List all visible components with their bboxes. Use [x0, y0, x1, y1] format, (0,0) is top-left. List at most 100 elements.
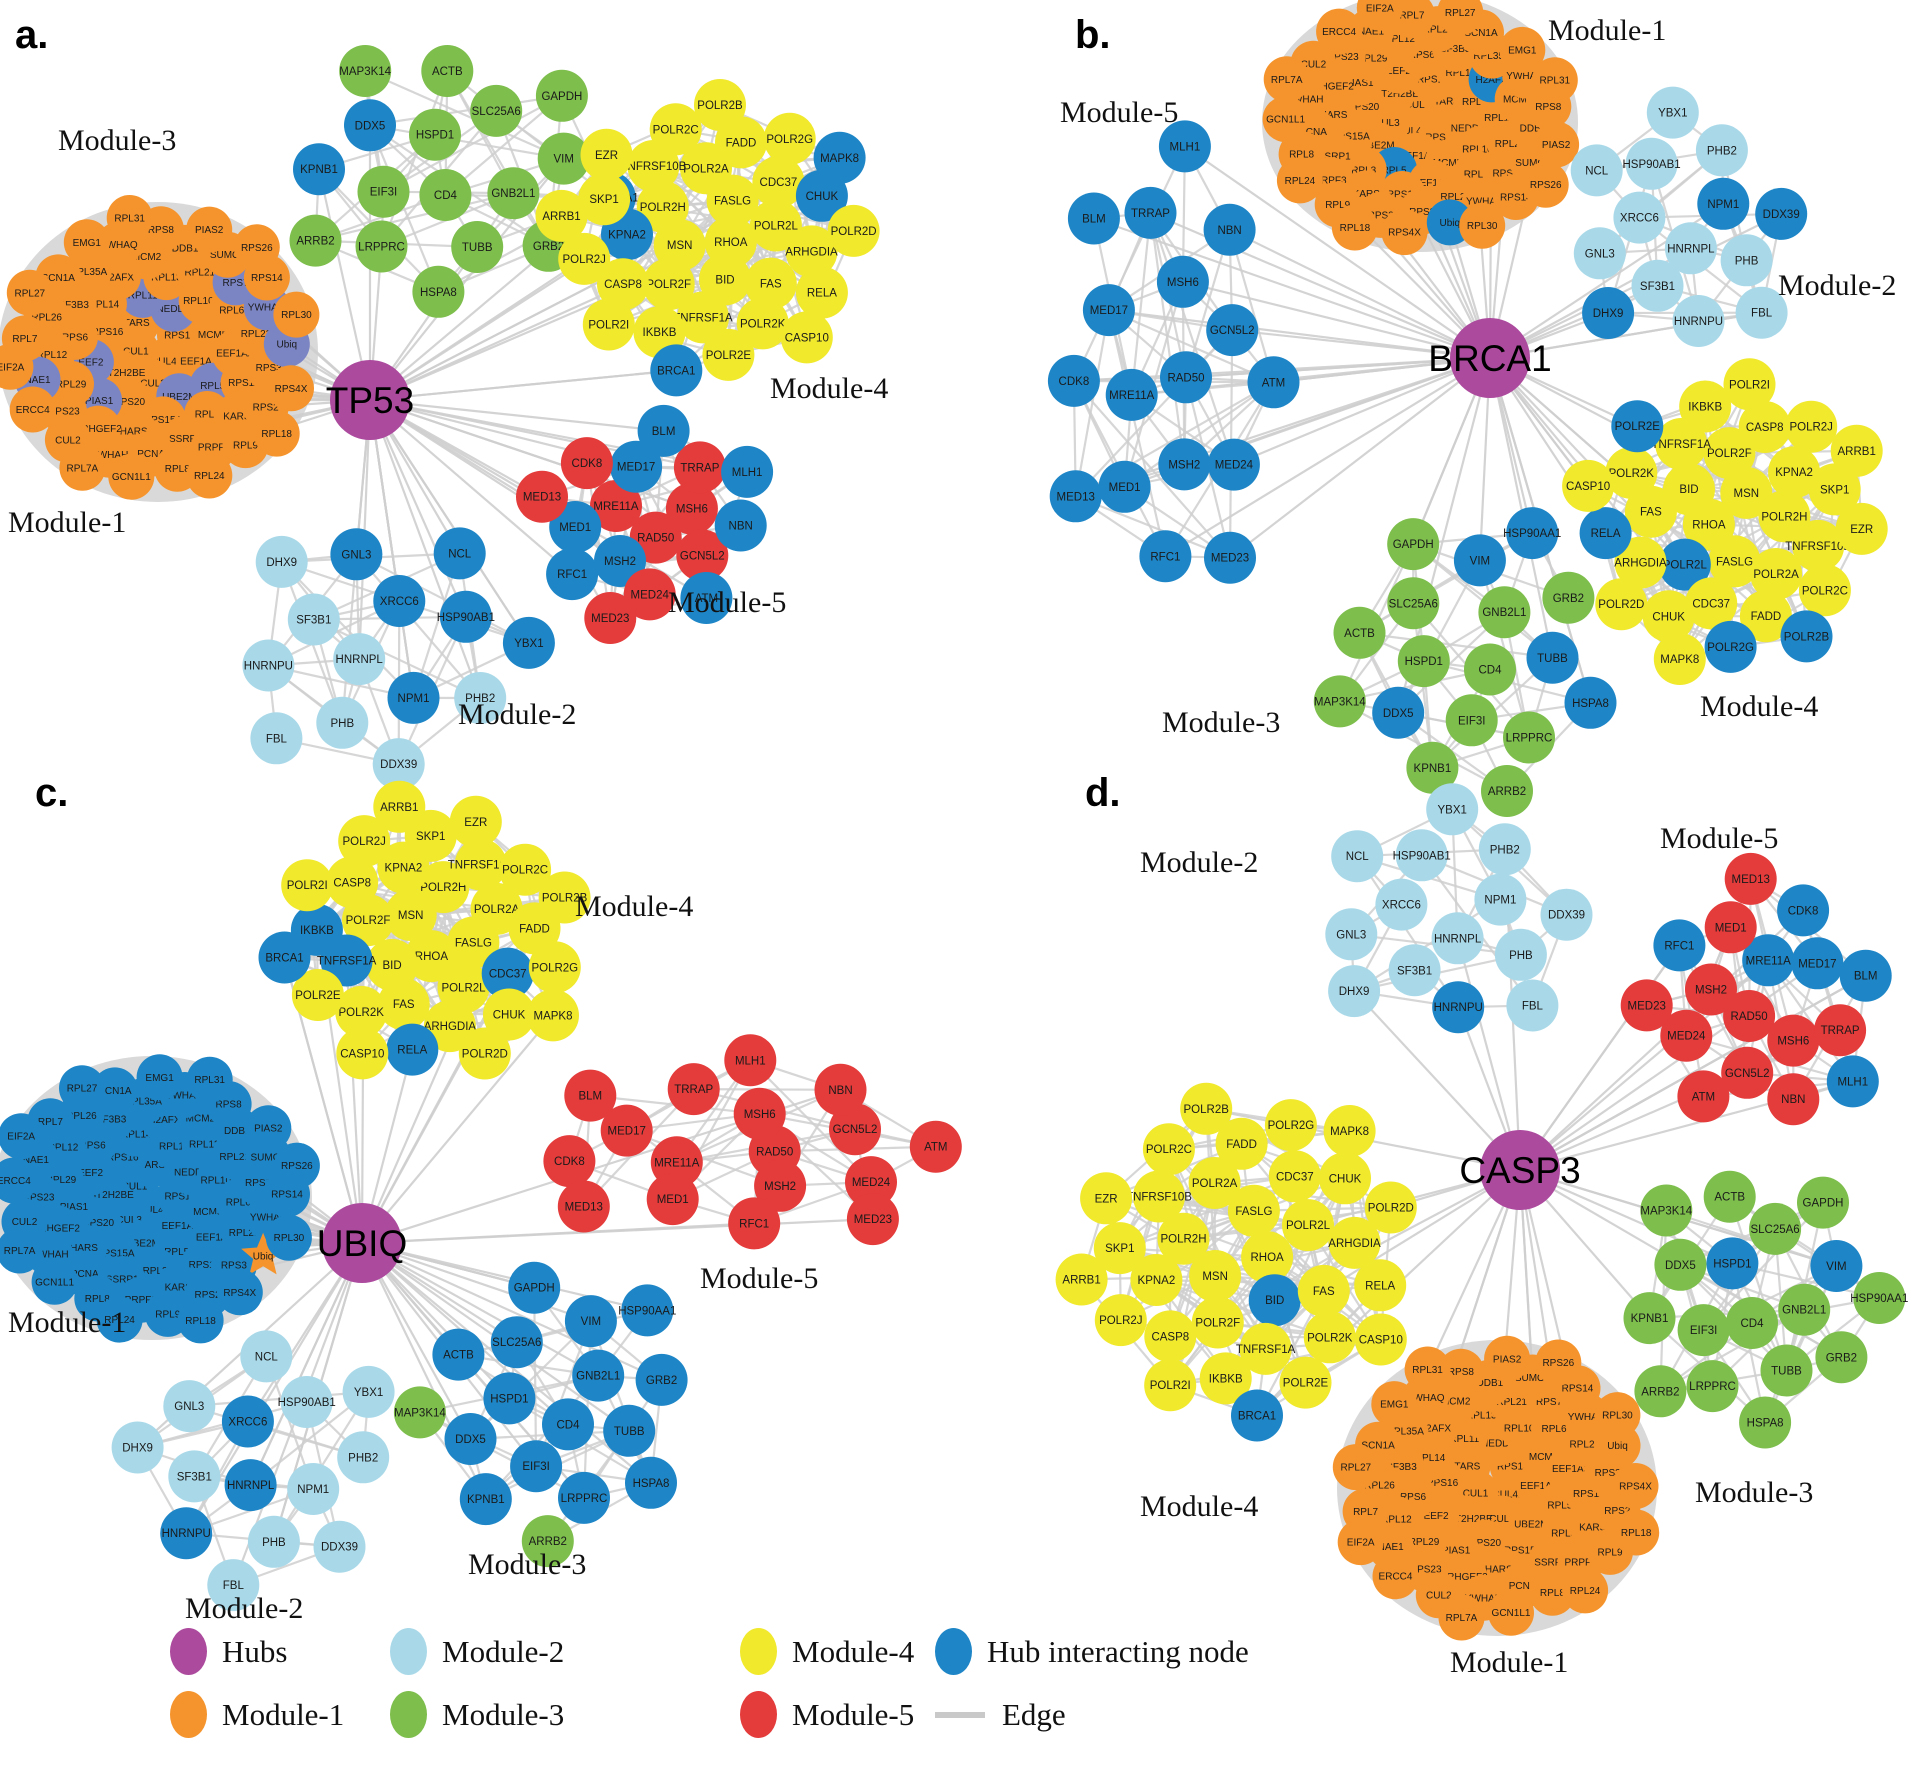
node-CHUK: CHUK	[1319, 1152, 1371, 1205]
panel-letter-a: a.	[15, 13, 48, 57]
node-DDX5: DDX5	[1372, 686, 1425, 739]
node-CASP10: CASP10	[1562, 459, 1615, 512]
node-CD4: CD4	[1726, 1297, 1778, 1349]
node-TUBB: TUBB	[1760, 1344, 1813, 1397]
node-ARRB1: ARRB1	[373, 780, 426, 833]
node-EZR: EZR	[449, 795, 502, 848]
node-HNRNPL: HNRNPL	[1431, 912, 1484, 965]
node-DDX5: DDX5	[444, 1413, 497, 1465]
panel-a: CUL4BCUL1RPS13CUL3TARSEEF1A1HIST2H2BENED…	[0, 13, 888, 791]
node-RPL18: RPL18	[1331, 204, 1378, 251]
node-GAPDH: GAPDH	[1797, 1176, 1849, 1229]
node-POLR2I: POLR2I	[582, 298, 635, 351]
module-label-c: Module-5	[700, 1262, 818, 1295]
node-YBX1: YBX1	[1646, 86, 1699, 139]
node-POLR2J: POLR2J	[1785, 400, 1838, 453]
node-POLR2G: POLR2G	[528, 941, 581, 994]
hub-label: BRCA1	[1428, 338, 1551, 379]
node-MED13: MED13	[516, 470, 568, 523]
module-label-b: Module-1	[1548, 14, 1666, 47]
node-RPL24: RPL24	[1276, 157, 1323, 204]
nodes: CUL4BCUL1RPS13CUL3TARSEEF1A1HIST2H2BENED…	[0, 45, 880, 791]
node-ERCC4: ERCC4	[1316, 8, 1363, 55]
node-RPL18: RPL18	[177, 1297, 224, 1344]
node-LRPPRC: LRPPRC	[1503, 711, 1555, 764]
node-HSPD1: HSPD1	[1397, 635, 1450, 688]
node-RAD50: RAD50	[1160, 351, 1212, 404]
node-MAP3K14: MAP3K14	[1640, 1184, 1693, 1237]
node-RPL24: RPL24	[186, 452, 233, 499]
node-HSP90AB1: HSP90AB1	[278, 1376, 336, 1428]
module-label-a: Module-2	[458, 698, 576, 731]
legend-label: Module-3	[442, 1696, 565, 1732]
node-GAPDH: GAPDH	[535, 69, 588, 122]
node-EIF3I: EIF3I	[1677, 1304, 1730, 1357]
node-RPS4X: RPS4X	[1612, 1463, 1659, 1509]
legend-item-edge: Edge	[935, 1691, 1249, 1738]
node-CD4: CD4	[1464, 643, 1516, 696]
module4-color-dot	[740, 1628, 777, 1675]
node-RPL30: RPL30	[1459, 202, 1506, 249]
node-RPS26: RPS26	[233, 224, 280, 271]
legend-item-hub-interacting: Hub interacting node	[935, 1628, 1249, 1675]
node-HSPD1: HSPD1	[483, 1372, 536, 1425]
node-TUBB: TUBB	[1526, 631, 1579, 684]
node-DHX9: DHX9	[1582, 287, 1635, 339]
node-KPNB1: KPNB1	[459, 1473, 512, 1526]
node-POLR2D: POLR2D	[1364, 1181, 1417, 1234]
node-RPS4X: RPS4X	[1381, 209, 1428, 256]
node-GCN5L2: GCN5L2	[1206, 304, 1259, 357]
node-ACTB: ACTB	[421, 45, 474, 97]
module1-color-dot	[170, 1691, 207, 1738]
node-PIAS2: PIAS2	[186, 206, 233, 253]
node-RFC1: RFC1	[1653, 919, 1706, 972]
node-POLR2C: POLR2C	[1142, 1123, 1195, 1176]
node-BRCA1: BRCA1	[650, 344, 703, 397]
node-RPL30: RPL30	[265, 1214, 312, 1261]
node-RELA: RELA	[1354, 1259, 1407, 1312]
node-RPL30: RPL30	[273, 291, 320, 338]
module-label-a: Module-1	[8, 506, 126, 539]
node-GNL3: GNL3	[330, 528, 383, 581]
node-XRCC6: XRCC6	[373, 575, 426, 627]
node-MED1: MED1	[1098, 460, 1151, 513]
node-VIM: VIM	[1453, 534, 1506, 587]
node-BRCA1: BRCA1	[258, 931, 311, 984]
node-CASP10: CASP10	[1354, 1313, 1407, 1366]
node-CDC37: CDC37	[1268, 1150, 1321, 1203]
node-YBX1: YBX1	[1426, 783, 1479, 836]
node-NCL: NCL	[433, 527, 486, 580]
node-RFC1: RFC1	[1139, 530, 1192, 583]
node-KPNB1: KPNB1	[1623, 1292, 1676, 1345]
node-POLR2K: POLR2K	[1303, 1311, 1356, 1364]
legend-label: Module-5	[792, 1696, 915, 1732]
node-EZR: EZR	[1835, 502, 1888, 555]
node-NBN: NBN	[714, 499, 767, 552]
node-RPL24: RPL24	[1562, 1567, 1609, 1614]
node-RPL31: RPL31	[1404, 1346, 1451, 1393]
node-PIAS2: PIAS2	[1484, 1335, 1531, 1382]
node-VIM: VIM	[1810, 1240, 1863, 1292]
legend-label: Edge	[1002, 1696, 1066, 1732]
node-HNRNPL: HNRNPL	[333, 633, 386, 686]
node-POLR2I: POLR2I	[1723, 358, 1776, 411]
node-EMG1: EMG1	[1371, 1381, 1418, 1428]
node-SLC25A6: SLC25A6	[470, 84, 523, 137]
node-MED23: MED23	[846, 1193, 899, 1246]
interacting-color-dot	[935, 1628, 972, 1675]
node-HNRNPL: HNRNPL	[224, 1459, 277, 1512]
node-MLH1: MLH1	[1826, 1055, 1879, 1108]
node-DDX39: DDX39	[1755, 187, 1808, 240]
node-MSH6: MSH6	[733, 1087, 786, 1140]
node-CD4: CD4	[419, 169, 472, 221]
node-PHB2: PHB2	[337, 1431, 390, 1484]
node-MAPK8: MAPK8	[527, 989, 579, 1042]
module-label-a: Module-4	[770, 372, 888, 405]
node-SF3B1: SF3B1	[1388, 944, 1441, 997]
node-ACTB: ACTB	[1703, 1170, 1756, 1223]
node-GAPDH: GAPDH	[1387, 518, 1440, 571]
node-RPL7A: RPL7A	[59, 444, 106, 491]
node-GNL3: GNL3	[1325, 908, 1378, 961]
node-PHB: PHB	[1720, 234, 1773, 287]
